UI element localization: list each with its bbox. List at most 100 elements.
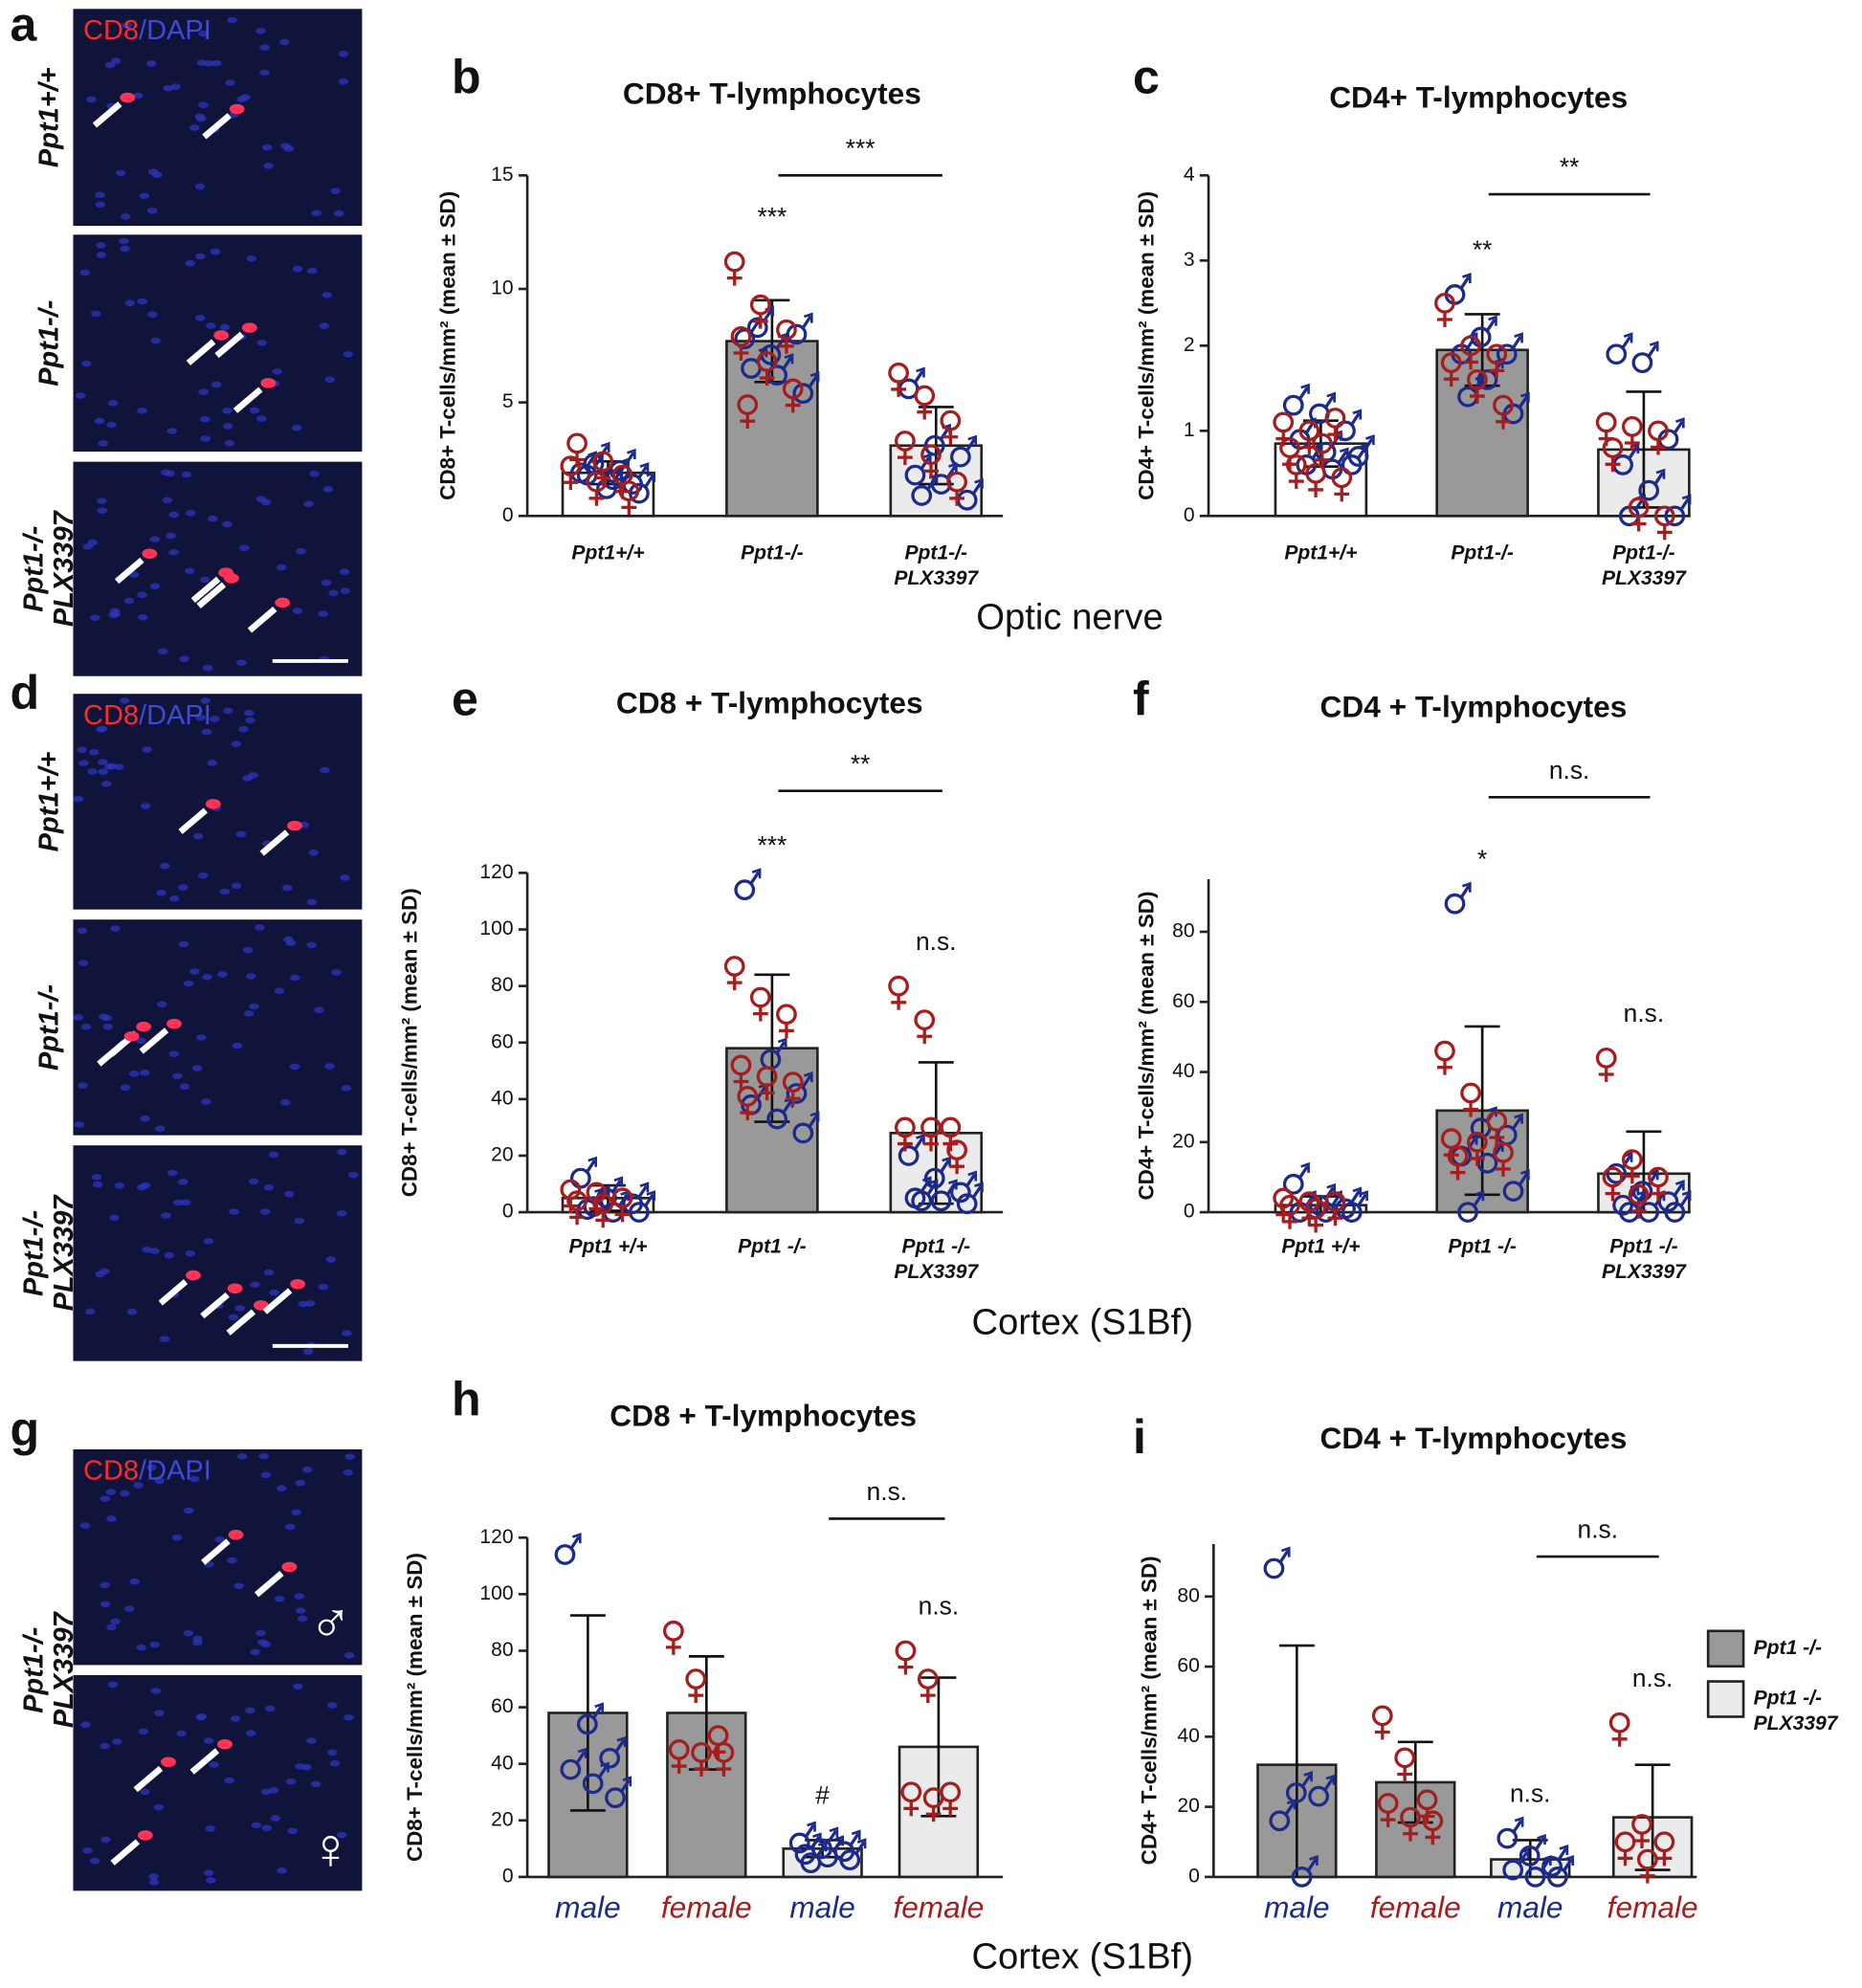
arrow: [262, 1288, 293, 1314]
marker-ring: [1621, 415, 1643, 437]
marker-arrow-head: [1675, 1180, 1685, 1191]
male-point: [560, 1747, 587, 1780]
female-point: [1636, 1848, 1658, 1884]
nucleus: [100, 1836, 111, 1844]
nucleus: [292, 607, 303, 614]
male-point: [554, 1533, 582, 1565]
male-point: [734, 868, 762, 901]
marker-ring: [1371, 1705, 1393, 1727]
nucleus: [278, 38, 290, 46]
arrow: [133, 1765, 164, 1793]
nucleus: [129, 1578, 141, 1585]
nucleus: [195, 253, 206, 260]
nucleus: [99, 1013, 109, 1021]
nucleus: [333, 210, 344, 217]
y-axis-label: CD8+ T-cells/mm² (mean ± SD): [435, 191, 459, 500]
nucleus: [106, 421, 117, 429]
female-point: [1614, 1831, 1636, 1867]
x-tick-label: PLX3397: [1602, 567, 1687, 589]
y-tick-label: 100: [479, 917, 513, 939]
male-point: [898, 366, 925, 400]
nucleus: [195, 1713, 207, 1721]
male-point: [1664, 494, 1692, 527]
x-tick-label: Ppt1-/-: [1451, 541, 1514, 563]
x-tick-label: Ppt1-/-: [1612, 541, 1675, 563]
panel-letter: e: [452, 673, 478, 726]
nucleus: [284, 1523, 296, 1531]
male-point: [786, 312, 813, 345]
nucleus: [276, 563, 287, 571]
nucleus: [80, 1721, 91, 1728]
marker-ring: [1341, 1202, 1363, 1223]
nucleus: [179, 655, 189, 663]
female-point: [1486, 343, 1508, 379]
nucleus: [128, 1071, 140, 1077]
nucleus: [207, 760, 218, 766]
nucleus: [139, 192, 150, 200]
arrow: [201, 1538, 231, 1565]
nucleus: [78, 960, 89, 966]
nucleus: [73, 795, 84, 803]
female-point: [1285, 454, 1307, 489]
x-tick-label: female: [893, 1890, 984, 1925]
marker-ring: [1291, 1867, 1313, 1888]
male-point: [792, 1111, 820, 1144]
nucleus: [119, 237, 129, 245]
nucleus: [140, 1069, 150, 1076]
nucleus: [285, 1778, 297, 1785]
marker-arrow: [965, 1174, 976, 1187]
marker-arrow-head: [1326, 391, 1337, 403]
nucleus: [229, 1208, 239, 1215]
marker-ring: [749, 294, 771, 316]
nucleus: [320, 766, 330, 774]
female-point: [1631, 1814, 1652, 1848]
nucleus: [325, 1256, 336, 1263]
marker-arrow-head: [594, 1702, 604, 1713]
marker-ring: [888, 975, 909, 997]
nucleus: [260, 1641, 272, 1648]
nucleus: [114, 763, 124, 770]
stain-label: CD8/DAPI: [83, 15, 211, 46]
marker-ring: [629, 482, 650, 504]
male-point: [629, 1190, 656, 1223]
marker-arrow: [939, 1160, 950, 1173]
marker-ring: [1595, 1048, 1617, 1069]
nucleus: [104, 763, 115, 770]
marker-arrow-head: [1462, 881, 1472, 893]
nucleus: [243, 709, 255, 717]
marker-arrow-head: [916, 366, 925, 378]
marker-arrow-head: [1339, 447, 1349, 458]
y-tick-label: 60: [491, 1030, 513, 1052]
marker-ring: [1308, 1785, 1330, 1807]
arrow: [190, 576, 221, 604]
nucleus: [331, 969, 342, 976]
nucleus: [116, 169, 126, 177]
nucleus: [114, 1182, 125, 1189]
female-point: [888, 362, 909, 397]
male-point: [1496, 1816, 1524, 1849]
marker-arrow: [586, 453, 596, 468]
x-tick-label: Ppt1+/+: [1284, 541, 1357, 563]
marker-arrow: [1673, 420, 1684, 434]
nucleus: [209, 716, 220, 722]
nucleus: [140, 1115, 150, 1122]
nucleus: [192, 832, 204, 840]
y-tick-label: 60: [1177, 1655, 1199, 1677]
marker-ring: [1631, 352, 1653, 374]
nucleus: [142, 1247, 152, 1253]
marker-arrow: [620, 1778, 631, 1793]
female-point: [713, 1741, 735, 1777]
marker-ring: [1457, 1202, 1478, 1223]
nucleus: [81, 360, 92, 367]
marker-ring: [1608, 1712, 1630, 1734]
nucleus: [297, 1615, 308, 1623]
marker-arrow: [1459, 885, 1471, 898]
marker-arrow-head: [600, 441, 610, 453]
nucleus: [138, 614, 148, 621]
stain-part: /DAPI: [139, 1455, 211, 1486]
nucleus: [338, 51, 349, 57]
marker-arrow: [809, 1835, 821, 1849]
marker-arrow-head: [1309, 1854, 1319, 1867]
marker-arrow: [575, 1751, 587, 1764]
nucleus: [269, 1289, 279, 1296]
